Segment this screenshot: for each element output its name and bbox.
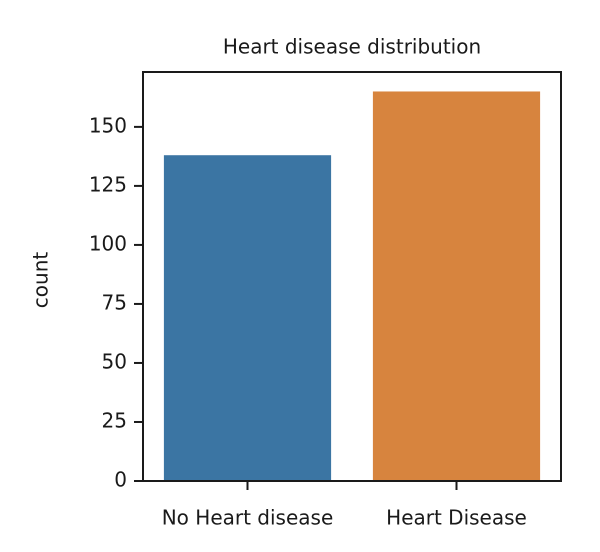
plot-frame [142, 71, 562, 482]
y-tick-label: 100 [89, 231, 127, 255]
y-tick-label: 75 [102, 290, 127, 314]
chart-title: Heart disease distribution [223, 35, 481, 59]
bar [372, 91, 541, 481]
x-tick-label: Heart Disease [386, 506, 527, 530]
y-tick-label: 0 [114, 468, 127, 492]
x-tick-label: No Heart disease [162, 506, 334, 530]
y-axis-label: count [29, 252, 53, 309]
y-tick-label: 50 [102, 349, 127, 373]
y-tick-label: 125 [89, 172, 127, 196]
y-tick-label: 150 [89, 113, 127, 137]
y-tick-label: 25 [102, 408, 127, 432]
bar [163, 155, 332, 482]
